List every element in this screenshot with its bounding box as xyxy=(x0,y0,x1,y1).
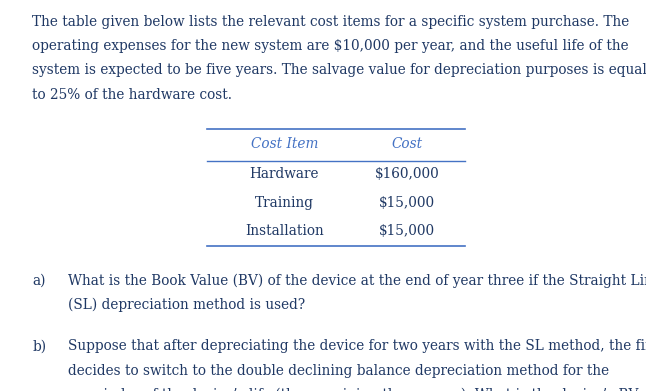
Text: Hardware: Hardware xyxy=(249,167,319,181)
Text: operating expenses for the new system are $10,000 per year, and the useful life : operating expenses for the new system ar… xyxy=(32,39,629,53)
Text: $15,000: $15,000 xyxy=(379,224,435,238)
Text: Installation: Installation xyxy=(245,224,324,238)
Text: (SL) depreciation method is used?: (SL) depreciation method is used? xyxy=(68,298,305,312)
Text: system is expected to be five years. The salvage value for depreciation purposes: system is expected to be five years. The… xyxy=(32,63,646,77)
Text: Suppose that after depreciating the device for two years with the SL method, the: Suppose that after depreciating the devi… xyxy=(68,339,646,353)
Text: What is the Book Value (BV) of the device at the end of year three if the Straig: What is the Book Value (BV) of the devic… xyxy=(68,273,646,288)
Text: decides to switch to the double declining balance depreciation method for the: decides to switch to the double declinin… xyxy=(68,364,609,378)
Text: b): b) xyxy=(32,339,47,353)
Text: The table given below lists the relevant cost items for a specific system purcha: The table given below lists the relevant… xyxy=(32,15,630,29)
Text: a): a) xyxy=(32,273,46,287)
Text: Training: Training xyxy=(255,196,314,210)
Text: Cost Item: Cost Item xyxy=(251,137,318,151)
Text: $160,000: $160,000 xyxy=(375,167,439,181)
Text: $15,000: $15,000 xyxy=(379,196,435,210)
Text: remainder of the device’s life (the remaining three years). What is the device’s: remainder of the device’s life (the rema… xyxy=(68,388,646,391)
Text: to 25% of the hardware cost.: to 25% of the hardware cost. xyxy=(32,88,233,102)
Text: Cost: Cost xyxy=(391,137,422,151)
